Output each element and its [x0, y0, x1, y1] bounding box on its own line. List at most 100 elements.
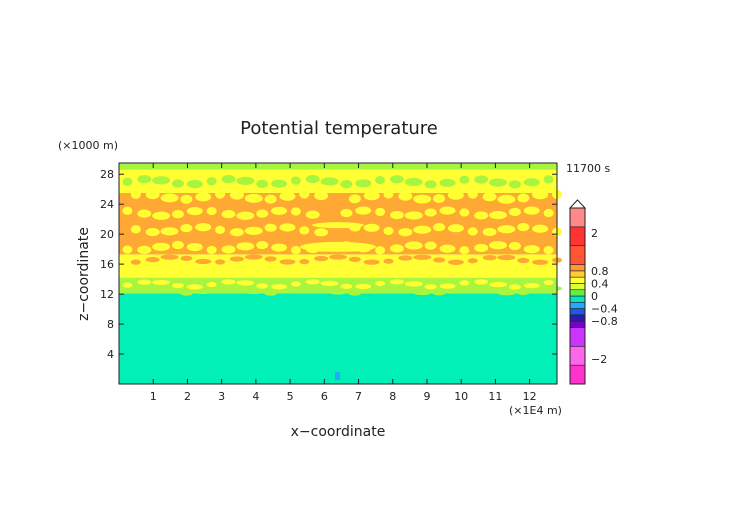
contour-cell	[404, 211, 423, 220]
contour-cell	[439, 206, 456, 215]
contour-cell	[389, 175, 404, 184]
contour-cell	[279, 191, 296, 201]
contour-cell	[433, 193, 446, 203]
contour-cell	[482, 192, 497, 202]
contour-cell	[145, 286, 160, 291]
x-tick-label: 12	[523, 390, 537, 403]
colorbar-tick-label: 0.4	[591, 277, 609, 290]
colorbar-tick-label: −0.8	[591, 315, 618, 328]
contour-cell	[439, 178, 456, 187]
contour-cell	[244, 193, 263, 203]
chart-title: Potential temperature	[240, 118, 438, 139]
contour-cell	[279, 289, 296, 294]
colorbar-segment	[569, 270, 586, 278]
contour-cell	[271, 284, 288, 290]
contour-cell	[195, 258, 212, 265]
contour-cell	[467, 227, 478, 236]
y-tick-label: 24	[100, 198, 114, 211]
contour-cell	[271, 179, 288, 188]
x-tick-label: 8	[389, 390, 396, 403]
x-tick-label: 10	[454, 390, 468, 403]
colorbar-segment	[569, 276, 586, 284]
contour-cell	[137, 279, 152, 285]
contour-cell	[489, 210, 508, 220]
contour-cell	[497, 194, 516, 204]
contour-cell	[215, 225, 226, 234]
contour-cell	[271, 243, 288, 252]
contour-cell	[523, 178, 540, 187]
colorbar-frame	[569, 207, 586, 385]
colorbar-segment	[569, 320, 586, 328]
contour-cell	[459, 208, 470, 217]
contour-cell	[543, 245, 554, 255]
contour-cell	[482, 254, 497, 261]
contour-cell	[383, 226, 394, 236]
contour-cell	[439, 244, 456, 253]
contour-cell	[229, 228, 244, 237]
plot-frame	[118, 162, 558, 385]
contour-cell	[523, 245, 540, 254]
contour-band	[119, 163, 557, 170]
contour-band	[119, 293, 557, 384]
contour-cell	[474, 243, 489, 253]
contour-cell	[152, 242, 171, 251]
contour-cell	[305, 210, 320, 219]
colorbar-segment	[569, 226, 586, 247]
y-tick-label: 8	[107, 318, 114, 331]
contour-cell	[299, 258, 310, 265]
colorbar-segment	[569, 207, 586, 228]
contour-cell	[508, 284, 521, 290]
colorbar-segment	[569, 327, 586, 347]
contour-field	[119, 163, 557, 384]
contour-cell	[186, 242, 203, 252]
contour-cell	[137, 175, 152, 184]
contour-cell	[180, 224, 193, 233]
contour-cell	[264, 194, 277, 204]
contour-cell	[236, 280, 255, 286]
contour-cell	[348, 256, 361, 263]
colorbar-segment	[569, 245, 586, 265]
contour-cell	[152, 176, 171, 185]
contour-cell	[398, 191, 413, 201]
contour-cell	[340, 208, 353, 218]
colorbar-segment	[569, 308, 586, 316]
contour-cell	[489, 241, 508, 250]
contour-cell	[447, 259, 464, 265]
colorbar-segment	[569, 314, 586, 322]
contour-cell	[413, 254, 432, 260]
contour-cell	[264, 291, 277, 296]
contour-cell	[329, 290, 347, 295]
contour-cell	[523, 282, 540, 289]
y-tick-label: 20	[100, 228, 114, 241]
contour-cell	[543, 279, 554, 286]
contour-cell	[160, 193, 179, 203]
contour-cell	[497, 225, 516, 234]
contour-cell	[244, 226, 263, 235]
contour-cell	[122, 177, 133, 186]
contour-cell	[543, 208, 554, 218]
contour-cell	[459, 246, 470, 255]
contour-cell	[264, 256, 277, 262]
contour-cell	[424, 208, 437, 217]
contour-cell	[206, 206, 217, 216]
contour-cell	[152, 211, 171, 220]
contour-cell	[271, 206, 288, 215]
contour-cell	[206, 245, 217, 255]
contour-cell	[320, 177, 339, 186]
contour-cell	[299, 226, 310, 235]
contour-cell	[152, 279, 171, 286]
contour-cell	[160, 254, 179, 260]
contour-cell	[467, 286, 478, 291]
contour-cell	[404, 281, 423, 287]
contour-cell	[160, 289, 179, 294]
contour-cell	[290, 176, 301, 185]
contour-cell	[229, 256, 244, 262]
x-tick-label: 1	[150, 390, 157, 403]
colorbar-extend-arrow	[568, 199, 587, 209]
contour-cell	[221, 279, 236, 285]
contour-cell	[206, 177, 217, 186]
contour-cell	[375, 246, 386, 255]
contour-cell	[439, 283, 456, 289]
contour-cell	[482, 288, 497, 293]
contour-cell	[389, 244, 404, 253]
